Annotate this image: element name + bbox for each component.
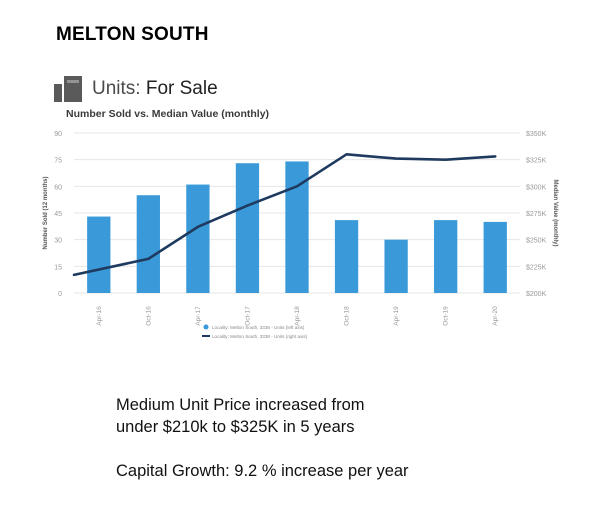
x-tick-label: Apr-19	[393, 306, 400, 326]
bar-Oct-16	[136, 195, 160, 293]
x-tick-label: Apr-18	[294, 306, 301, 326]
bar-Apr-19	[384, 239, 408, 293]
y-tick-label: 30	[54, 238, 62, 245]
legend-bar-swatch	[203, 324, 209, 330]
y2-tick-label: $275K	[526, 211, 547, 218]
bar-Apr-16	[87, 216, 111, 293]
bar-Apr-17	[186, 184, 210, 293]
y2-tick-label: $225K	[526, 264, 547, 271]
y2-tick-label: $300K	[526, 184, 547, 191]
legend-bar-label: Locality: Melton South, 3338 - Units (le…	[212, 325, 305, 330]
bar-Oct-19	[434, 220, 458, 293]
bar-Apr-18	[285, 161, 309, 293]
y-tick-label: 90	[54, 131, 62, 138]
y-tick-label: 15	[54, 264, 62, 271]
y2-axis-title: Median Value (monthly)	[552, 179, 558, 246]
y2-tick-label: $325K	[526, 158, 547, 165]
y-tick-label: 0	[58, 291, 62, 298]
card-title-suffix: For Sale	[145, 78, 218, 99]
bar-Apr-20	[483, 221, 507, 293]
bar-Oct-18	[334, 220, 359, 293]
chart-title: Number Sold vs. Median Value (monthly)	[66, 108, 270, 120]
page-heading: MELTON SOUTH	[56, 24, 209, 45]
x-tick-label: Oct-19	[443, 306, 450, 326]
x-tick-label: Apr-20	[492, 306, 499, 326]
card-title-prefix: Units:	[92, 78, 141, 99]
card-title: Units: For Sale	[92, 78, 218, 100]
x-tick-label: Oct-16	[145, 306, 152, 326]
caption-growth: Capital Growth: 9.2 % increase per year	[116, 462, 409, 480]
combo-chart: 0 15 30 45 60 75 90 $200K $225K $250K $275K $300K $3…	[43, 131, 558, 339]
legend-line-label: Locality: Melton South, 3338 - Units (ri…	[212, 334, 308, 339]
y-axis-title: Number Sold (12 months)	[43, 176, 49, 249]
y-tick-label: 75	[54, 158, 62, 165]
bar-Oct-17	[235, 163, 260, 293]
x-tick-label: Apr-16	[96, 306, 103, 326]
caption-line-1: Medium Unit Price increased from	[116, 396, 365, 414]
x-tick-label: Oct-17	[244, 306, 251, 326]
caption-line-2: under $210k to $325K in 5 years	[116, 418, 355, 436]
y2-tick-label: $200K	[526, 291, 547, 298]
y2-tick-label: $350K	[526, 131, 547, 138]
x-tick-label: Oct-18	[344, 306, 351, 326]
x-tick-label: Apr-17	[195, 306, 202, 326]
y2-tick-label: $250K	[526, 238, 547, 245]
y-tick-label: 60	[54, 184, 62, 191]
y-tick-label: 45	[54, 211, 62, 218]
units-icon	[54, 76, 82, 102]
